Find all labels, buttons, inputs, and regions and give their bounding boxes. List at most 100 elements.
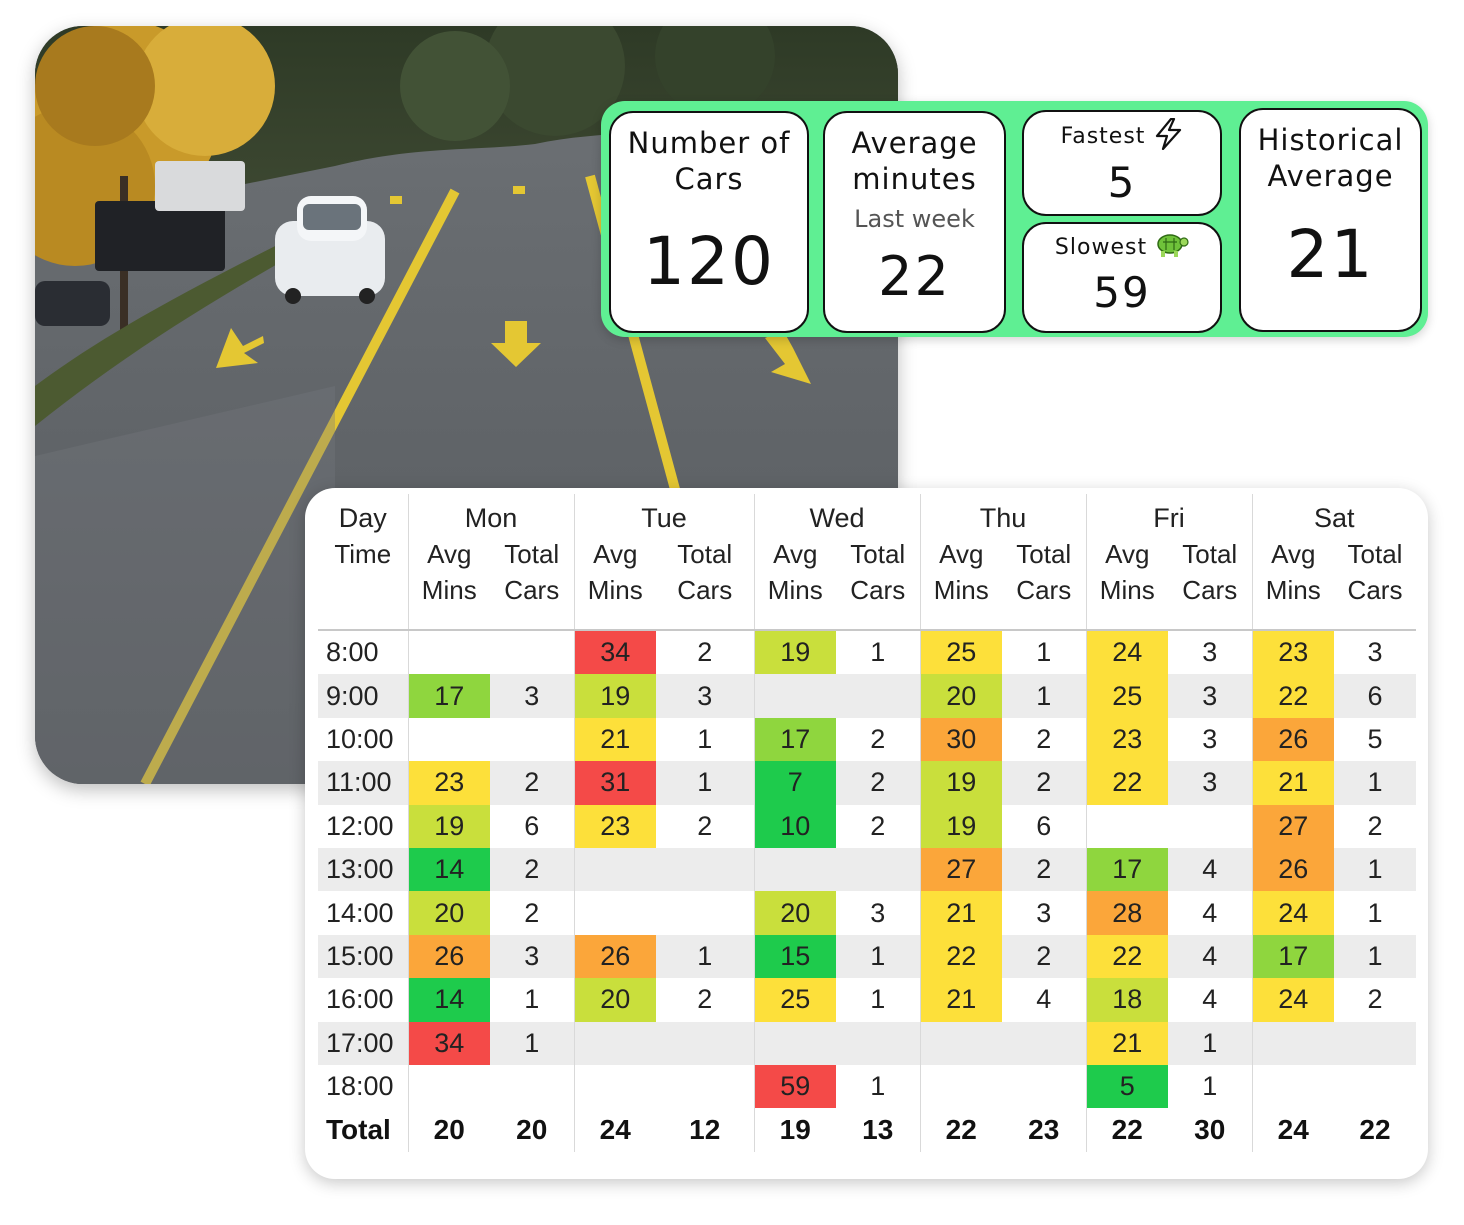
avg-mins-cell: 21	[573, 717, 656, 762]
total-cars-cell	[490, 630, 574, 674]
total-cars-cell	[1334, 1065, 1416, 1108]
metric-header-line1: Total	[1016, 539, 1072, 569]
total-cars-cell: 1	[697, 723, 713, 754]
total-cars-sum: 23	[1002, 1108, 1086, 1153]
total-cars-cell: 2	[697, 810, 713, 841]
average-minutes-card: Average minutes Last week 22	[823, 111, 1006, 333]
total-cars-cell: 1	[490, 1021, 574, 1065]
avg-mins-header-wed: Avg Mins	[753, 534, 836, 631]
avg-mins-cell: 21	[919, 891, 1002, 935]
avg-mins-cell: 19	[573, 674, 656, 718]
total-cars-cell	[1002, 1065, 1086, 1108]
metric-header-line1: Avg	[427, 539, 472, 569]
total-cars-sum: 22	[1334, 1108, 1416, 1153]
avg-mins-cell: 19	[919, 761, 1002, 805]
total-cars-cell: 2	[697, 637, 713, 668]
avg-mins-cell: 20	[753, 891, 836, 935]
time-label: 8:00	[326, 637, 379, 668]
avg-mins-cell: 20	[919, 674, 1002, 718]
table-row: 18:00 59 1 5 1	[318, 1064, 1416, 1109]
total-cars-cell: 1	[1202, 1071, 1218, 1102]
total-cars-header-tue: Total Cars	[656, 534, 754, 631]
total-cars-cell: 4	[1168, 934, 1252, 979]
avg-mins-header-fri: Avg Mins	[1085, 534, 1168, 631]
avg-mins-cell: 7	[753, 761, 836, 805]
total-cars-cell	[836, 1021, 920, 1065]
metric-header-line2: Cars	[677, 575, 733, 605]
day-header-tue: Tue	[573, 494, 754, 534]
avg-mins-cell	[1251, 1064, 1334, 1109]
lightning-icon	[1153, 117, 1183, 156]
metric-header-line1: Total	[850, 539, 906, 569]
total-cars-cell	[1334, 1021, 1416, 1065]
avg-mins-cell: 21	[1251, 761, 1334, 805]
fastest-card: Fastest 5	[1022, 110, 1222, 216]
total-cars-cell: 4	[1168, 847, 1252, 892]
total-cars-cell	[490, 718, 574, 761]
historical-average-value: 21	[1286, 216, 1375, 293]
total-cars-cell: 1	[1367, 897, 1383, 928]
avg-mins-cell: 17	[753, 717, 836, 762]
time-label: 12:00	[326, 810, 394, 841]
total-cars-cell: 5	[1367, 723, 1383, 754]
avg-mins-cell: 20	[407, 891, 490, 935]
time-label: 18:00	[326, 1071, 394, 1102]
metric-header-line2: Mins	[767, 575, 823, 605]
total-cars-cell: 3	[870, 897, 886, 928]
total-cars-cell	[1002, 1021, 1086, 1065]
table-row: 12:00 19 6 23 2 10 2 19 6 27 2	[318, 804, 1416, 848]
avg-mins-cell: 15	[753, 934, 836, 979]
avg-mins-cell: 5	[1085, 1064, 1168, 1109]
time-label: 17:00	[318, 1021, 408, 1065]
time-label: 16:00	[326, 984, 394, 1015]
metric-header-line1: Avg	[773, 539, 818, 569]
avg-mins-header-tue: Avg Mins	[573, 534, 656, 631]
total-cars-cell: 1	[524, 984, 540, 1015]
avg-mins-cell: 22	[919, 934, 1002, 979]
total-cars-cell: 6	[524, 810, 540, 841]
table-row: 15:00 26 3 26 1 15 1 22 2 22 4 17 1	[318, 934, 1416, 979]
total-cars-cell: 2	[870, 723, 886, 754]
corner-day-label: Day	[338, 503, 387, 533]
time-label: 9:00	[318, 674, 408, 718]
avg-mins-cell: 19	[407, 804, 490, 848]
table-row: 11:00 23 2 31 1 7 2 19 2 22 3 21 1	[318, 761, 1416, 805]
total-cars-cell: 2	[524, 897, 540, 928]
slowest-label: Slowest	[1054, 235, 1148, 260]
wait-time-matrix: Day Mon Tue Wed Thu Fri Sat Time Avg Mins Total…	[318, 494, 1416, 1153]
total-avg-mins: 24	[573, 1108, 656, 1153]
avg-mins-cell	[753, 674, 836, 718]
avg-mins-cell: 17	[1085, 847, 1168, 892]
total-cars-cell: 2	[1002, 761, 1086, 805]
avg-mins-cell: 19	[753, 630, 836, 675]
fastest-label: Fastest	[1060, 124, 1146, 149]
total-cars-cell: 1	[1334, 761, 1416, 805]
metric-header-line1: Total	[1182, 539, 1238, 569]
avg-mins-cell	[1251, 1021, 1334, 1065]
total-cars-cell: 2	[1367, 984, 1383, 1015]
total-cars-sum: 13	[836, 1108, 920, 1153]
total-cars-cell	[1168, 805, 1252, 848]
metric-header-line2: Mins	[421, 575, 477, 605]
historical-average-label-line2: Average	[1267, 159, 1394, 193]
total-cars-cell: 3	[1202, 723, 1218, 754]
total-cars-cell: 1	[1334, 847, 1416, 892]
total-cars-cell: 1	[870, 637, 886, 668]
avg-mins-cell: 23	[1085, 717, 1168, 762]
historical-average-card: Historical Average 21	[1239, 108, 1422, 332]
total-cars-cell: 3	[656, 674, 754, 718]
avg-mins-cell: 26	[573, 934, 656, 979]
total-cars-cell: 1	[1334, 934, 1416, 979]
avg-mins-cell: 23	[573, 804, 656, 848]
day-header-sat: Sat	[1251, 494, 1416, 534]
avg-mins-cell	[753, 847, 836, 892]
avg-mins-cell: 23	[1251, 630, 1334, 675]
avg-mins-cell: 23	[407, 761, 490, 805]
total-cars-cell: 2	[1002, 847, 1086, 892]
corner-time-label: Time	[318, 534, 408, 631]
avg-mins-cell: 24	[1251, 891, 1334, 935]
slowest-value: 59	[1093, 268, 1151, 317]
total-cars-header-fri: Total Cars	[1168, 534, 1252, 631]
avg-mins-cell: 25	[919, 630, 1002, 675]
metric-header-line2: Cars	[1016, 575, 1072, 605]
